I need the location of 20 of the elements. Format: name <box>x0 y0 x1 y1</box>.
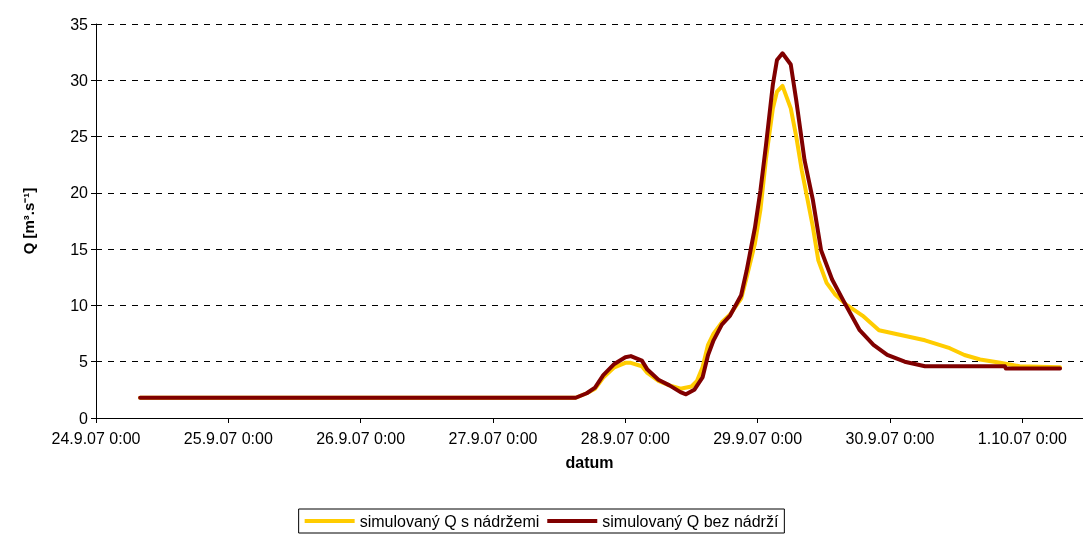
x-tick-label: 24.9.07 0:00 <box>51 429 141 447</box>
y-tick-label: 20 <box>70 184 89 202</box>
y-tick-label: 5 <box>79 353 89 371</box>
x-axis-title: datum <box>565 453 614 471</box>
x-tick-label: 1.10.07 0:00 <box>977 429 1067 447</box>
x-tick-label: 25.9.07 0:00 <box>183 429 273 447</box>
y-tick-label: 35 <box>70 15 89 33</box>
x-tick-label: 29.9.07 0:00 <box>713 429 803 447</box>
x-tick-label: 26.9.07 0:00 <box>316 429 406 447</box>
y-tick-label: 10 <box>70 296 89 314</box>
y-tick-label: 0 <box>79 409 89 427</box>
x-tick-label: 30.9.07 0:00 <box>845 429 935 447</box>
y-tick-label: 15 <box>70 240 89 258</box>
legend-label: simulovaný Q s nádržemi <box>359 512 540 530</box>
y-axis-title: Q [m³.s⁻¹] <box>20 187 37 255</box>
x-tick-label: 28.9.07 0:00 <box>580 429 670 447</box>
x-tick-label: 27.9.07 0:00 <box>448 429 538 447</box>
legend-label: simulovaný Q bez nádrží <box>602 512 779 530</box>
y-tick-label: 25 <box>70 128 89 146</box>
y-tick-label: 30 <box>70 71 89 89</box>
